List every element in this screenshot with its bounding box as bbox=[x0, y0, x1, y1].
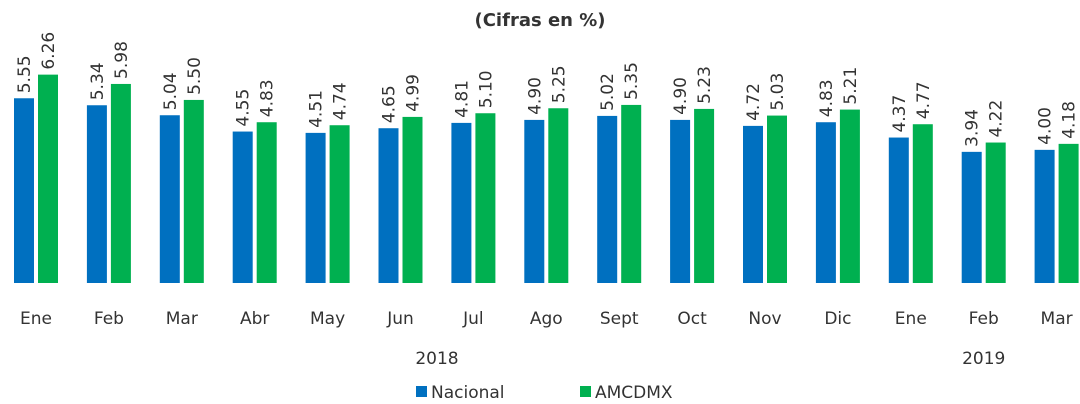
value-label: 4.90 bbox=[525, 77, 545, 115]
x-tick-label: Mar bbox=[1041, 309, 1073, 329]
bar bbox=[86, 105, 107, 283]
bar bbox=[256, 122, 277, 283]
x-tick-label: Dic bbox=[824, 309, 851, 329]
bar bbox=[548, 108, 569, 283]
bar bbox=[232, 131, 253, 283]
legend-label: Nacional bbox=[431, 383, 505, 403]
bar bbox=[670, 119, 691, 284]
value-label: 5.10 bbox=[476, 70, 496, 108]
value-label: 4.99 bbox=[404, 74, 424, 112]
value-label: 5.03 bbox=[768, 73, 788, 111]
value-label: 4.81 bbox=[452, 80, 472, 118]
bar bbox=[888, 137, 909, 283]
value-label: 4.18 bbox=[1060, 101, 1080, 139]
x-tick-label: Feb bbox=[969, 309, 999, 329]
bar bbox=[597, 115, 618, 283]
legend-swatch bbox=[416, 386, 427, 397]
value-label: 4.65 bbox=[380, 85, 400, 123]
value-label: 4.55 bbox=[234, 89, 254, 127]
x-tick-label: Jun bbox=[386, 309, 414, 329]
bar bbox=[159, 115, 180, 284]
bar bbox=[767, 115, 787, 283]
x-tick-label: Ene bbox=[895, 309, 927, 329]
legend-swatch bbox=[580, 386, 591, 397]
value-label: 4.22 bbox=[987, 100, 1007, 138]
x-tick-label: Jul bbox=[462, 309, 484, 329]
bar bbox=[815, 122, 836, 283]
bar bbox=[839, 109, 860, 284]
chart-title: (Cifras en %) bbox=[475, 10, 606, 31]
bar bbox=[305, 132, 326, 283]
value-label: 5.98 bbox=[112, 41, 132, 79]
value-label: 4.00 bbox=[1036, 107, 1056, 145]
x-tick-label: Oct bbox=[677, 309, 707, 329]
bar bbox=[694, 108, 715, 283]
bar bbox=[1058, 143, 1079, 283]
value-label: 3.94 bbox=[963, 109, 983, 147]
x-tick-label: May bbox=[310, 309, 345, 329]
year-label: 2019 bbox=[962, 349, 1005, 369]
value-label: 4.74 bbox=[331, 82, 351, 120]
bar bbox=[1034, 149, 1055, 283]
bar bbox=[475, 113, 496, 283]
bar bbox=[183, 99, 204, 283]
value-label: 4.90 bbox=[671, 77, 691, 115]
legend-label: AMCDMX bbox=[595, 383, 673, 403]
bar bbox=[38, 74, 58, 283]
value-label: 5.23 bbox=[695, 66, 715, 104]
x-tick-label: Mar bbox=[166, 309, 198, 329]
value-label: 6.26 bbox=[39, 32, 59, 70]
value-label: 4.51 bbox=[307, 90, 327, 128]
value-label: 5.50 bbox=[185, 57, 205, 95]
value-label: 5.34 bbox=[88, 62, 108, 100]
value-label: 4.83 bbox=[817, 79, 837, 117]
value-label: 4.77 bbox=[914, 81, 934, 119]
value-label: 5.55 bbox=[15, 55, 35, 93]
bar bbox=[14, 98, 34, 283]
bar bbox=[378, 128, 399, 283]
x-tick-label: Abr bbox=[240, 309, 269, 329]
bar bbox=[329, 125, 350, 284]
x-tick-label: Ene bbox=[20, 309, 52, 329]
bar bbox=[402, 116, 423, 283]
x-tick-label: Feb bbox=[94, 309, 124, 329]
value-label: 5.21 bbox=[841, 67, 861, 105]
value-label: 5.04 bbox=[161, 72, 181, 110]
bar bbox=[912, 124, 933, 283]
value-label: 5.25 bbox=[549, 65, 569, 103]
bar bbox=[524, 119, 545, 284]
bar bbox=[451, 122, 472, 283]
year-label: 2018 bbox=[415, 349, 458, 369]
bar bbox=[985, 142, 1006, 283]
x-tick-label: Sept bbox=[600, 309, 639, 329]
bar bbox=[621, 104, 642, 284]
bar bbox=[743, 125, 763, 284]
value-label: 5.02 bbox=[598, 73, 618, 111]
bar bbox=[110, 83, 131, 283]
x-tick-label: Ago bbox=[530, 309, 563, 329]
x-tick-label: Nov bbox=[748, 309, 781, 329]
value-label: 4.37 bbox=[890, 95, 910, 133]
value-label: 4.83 bbox=[258, 79, 278, 117]
bar bbox=[961, 151, 982, 283]
value-label: 4.72 bbox=[744, 83, 764, 121]
value-label: 5.35 bbox=[622, 62, 642, 100]
